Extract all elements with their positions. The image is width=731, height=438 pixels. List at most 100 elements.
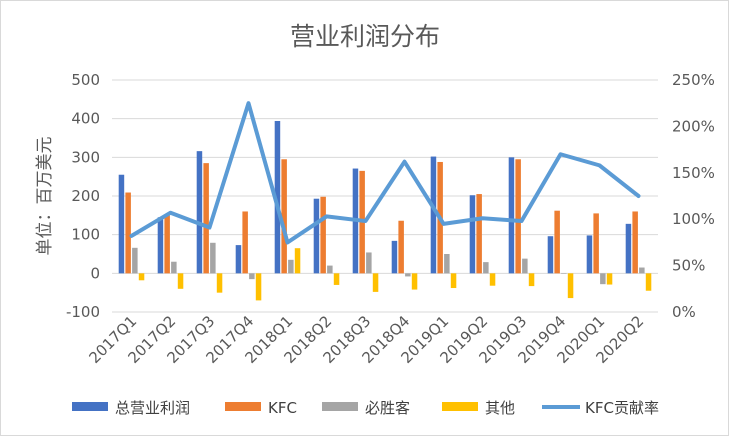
bar bbox=[489, 273, 496, 286]
line-point bbox=[637, 194, 640, 198]
bar bbox=[567, 273, 574, 299]
bar bbox=[639, 267, 645, 274]
legend-label: KFC贡献率 bbox=[585, 399, 659, 417]
bar bbox=[171, 261, 177, 274]
chart-title: 营业利润分布 bbox=[290, 22, 440, 51]
line-point bbox=[208, 226, 211, 230]
y2-tick-label: 200% bbox=[672, 117, 715, 135]
y2-axis-ticks: 0% 50% 100% 150% 200% 250% bbox=[672, 71, 715, 321]
bar bbox=[528, 273, 535, 287]
bar bbox=[547, 236, 554, 274]
bar bbox=[320, 196, 326, 274]
legend-swatch bbox=[225, 402, 261, 411]
line-point bbox=[286, 240, 289, 244]
bar bbox=[216, 273, 223, 293]
bar bbox=[288, 259, 294, 274]
bar bbox=[249, 273, 255, 280]
line-point bbox=[247, 101, 250, 105]
line-series bbox=[129, 101, 641, 245]
bar bbox=[645, 273, 652, 291]
bar bbox=[450, 273, 457, 289]
bar bbox=[476, 194, 482, 274]
bar bbox=[561, 273, 567, 274]
bar bbox=[118, 174, 125, 274]
bar bbox=[313, 198, 320, 274]
bar bbox=[398, 220, 404, 274]
y2-tick-label: 100% bbox=[672, 210, 715, 228]
bars bbox=[118, 120, 652, 301]
bar bbox=[522, 258, 528, 274]
bar bbox=[255, 273, 262, 301]
line-point bbox=[442, 222, 445, 226]
y2-tick-label: 50% bbox=[672, 257, 705, 275]
legend-swatch bbox=[72, 402, 108, 411]
bar bbox=[372, 273, 379, 292]
bar bbox=[593, 213, 599, 274]
bar bbox=[586, 235, 593, 274]
bar bbox=[203, 163, 209, 274]
bar bbox=[430, 156, 437, 274]
bar bbox=[274, 120, 281, 274]
line-point bbox=[403, 160, 406, 164]
bar bbox=[606, 273, 613, 285]
x-axis-ticks: 2017Q12017Q22017Q32017Q42018Q12018Q22018… bbox=[86, 312, 648, 367]
y-tick-label: 200 bbox=[71, 187, 100, 205]
legend-swatch bbox=[442, 402, 478, 411]
line-point bbox=[325, 214, 328, 218]
line-point bbox=[169, 211, 172, 215]
bar bbox=[210, 242, 216, 274]
bar bbox=[196, 151, 203, 274]
bar bbox=[157, 217, 164, 274]
bar bbox=[164, 215, 170, 274]
bar bbox=[281, 159, 287, 274]
line-point bbox=[364, 219, 367, 223]
bar bbox=[405, 273, 411, 277]
bar bbox=[625, 223, 632, 274]
bar bbox=[327, 265, 333, 274]
bar bbox=[177, 273, 184, 289]
bar bbox=[235, 245, 242, 274]
y-tick-label: -100 bbox=[66, 303, 100, 321]
line-point bbox=[130, 234, 133, 238]
legend-label: 必胜客 bbox=[365, 399, 410, 417]
line-point bbox=[559, 152, 562, 156]
bar bbox=[391, 240, 398, 274]
bar bbox=[508, 157, 515, 274]
y-tick-label: 500 bbox=[71, 71, 100, 89]
gridlines bbox=[112, 79, 658, 313]
bar bbox=[483, 262, 489, 274]
bar bbox=[138, 273, 145, 281]
bar bbox=[125, 192, 131, 274]
line-point bbox=[481, 216, 484, 220]
bar bbox=[515, 159, 521, 274]
y-tick-label: 400 bbox=[71, 110, 100, 128]
legend-label: 总营业利润 bbox=[115, 399, 190, 417]
y-tick-label: 300 bbox=[71, 148, 100, 166]
bar bbox=[132, 247, 138, 274]
bar bbox=[333, 273, 340, 285]
bar bbox=[366, 252, 372, 274]
y-tick-label: 100 bbox=[71, 226, 100, 244]
y-tick-label: 0 bbox=[90, 264, 100, 282]
legend-label: 其他 bbox=[485, 399, 515, 417]
bar bbox=[600, 273, 606, 285]
y-axis-ticks: -100 0 100 200 300 400 500 bbox=[66, 71, 100, 321]
y2-tick-label: 150% bbox=[672, 164, 715, 182]
bar bbox=[632, 211, 638, 274]
y-axis-label: 单位：百万美元 bbox=[35, 137, 55, 256]
bar bbox=[444, 254, 450, 274]
legend-label: KFC bbox=[268, 399, 297, 417]
bar bbox=[469, 195, 476, 274]
line-point bbox=[520, 219, 523, 223]
bar bbox=[554, 210, 560, 274]
bar bbox=[294, 248, 301, 274]
y2-tick-label: 250% bbox=[672, 71, 715, 89]
bar bbox=[242, 211, 248, 274]
legend-swatch bbox=[322, 402, 358, 411]
legend: 总营业利润 KFC 必胜客 其他 KFC贡献率 bbox=[72, 399, 659, 417]
y2-tick-label: 0% bbox=[672, 303, 696, 321]
kfc-contribution-line bbox=[129, 101, 641, 245]
bar bbox=[411, 273, 418, 290]
